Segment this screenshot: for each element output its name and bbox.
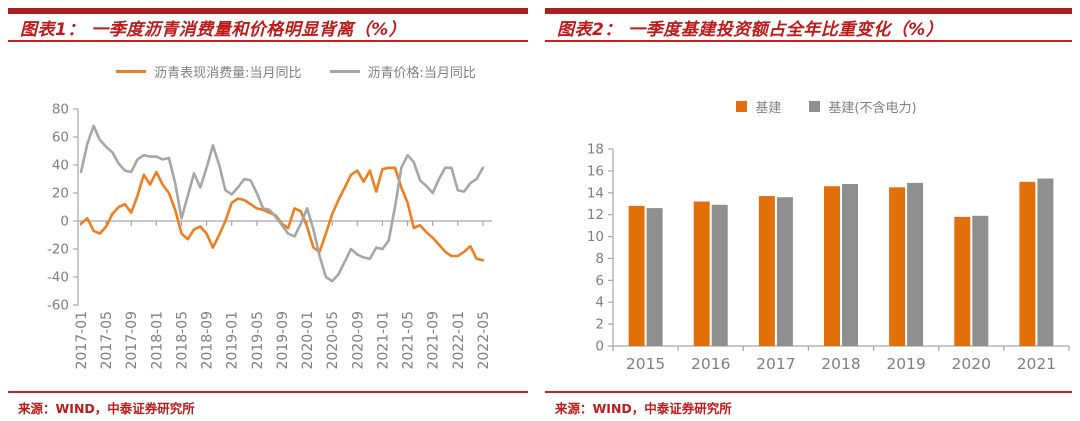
svg-text:2018-09: 2018-09 [200,311,216,370]
svg-text:2017: 2017 [756,355,795,373]
bar-2018-jijian-ex-power [842,184,858,346]
svg-text:6: 6 [595,273,604,289]
svg-text:18: 18 [587,142,604,158]
svg-text:2016: 2016 [691,355,730,373]
figure1-source-rule [8,391,528,393]
svg-text:2020-01: 2020-01 [300,311,316,370]
figure2-title: 图表2： 一季度基建投资额占全年比重变化（%） [557,20,944,40]
panel-figure-1: 图表1： 一季度沥青消费量和价格明显背离（%） 沥青表现消费量:当月同比 沥青价… [8,0,528,421]
legend-item-infrastructure-ex-power: 基建(不含电力) [809,97,917,116]
svg-text:2018: 2018 [821,355,860,373]
figure2-title-underline [545,40,1072,42]
legend-label-infrastructure-ex-power: 基建(不含电力) [828,101,917,116]
svg-text:2: 2 [595,317,604,333]
y-axis-labels: 80 60 40 20 0 -20 -40 -60 [47,102,69,314]
figure1-source: 来源：WIND，中泰证券研究所 [18,401,195,416]
y-axis [73,108,79,306]
figure1-title-underline [8,40,528,42]
svg-text:2019-01: 2019-01 [225,311,241,370]
bar-series-0 [628,181,1036,346]
bar-2015-jijian [628,205,645,346]
legend-item-consumption: 沥青表现消费量:当月同比 [116,62,302,81]
svg-text:2021-01: 2021-01 [375,311,391,370]
figure1-title: 图表1： 一季度沥青消费量和价格明显背离（%） [20,20,407,40]
figure2-source: 来源：WIND，中泰证券研究所 [555,401,732,416]
figure2-legend: 基建 基建(不含电力) [563,97,1080,116]
infrastructure-ex-power-square-swatch [809,101,821,112]
svg-text:80: 80 [52,102,69,118]
line-series-1 [79,124,485,283]
svg-text:2017-01: 2017-01 [74,311,90,370]
bar-2021-jijian-ex-power [1037,178,1054,346]
zero-axis [78,220,492,226]
legend-item-price: 沥青价格:当月同比 [329,62,476,81]
svg-text:2020: 2020 [952,355,991,373]
bar-2015-jijian-ex-power [646,208,663,346]
bar-2018-jijian [824,186,840,346]
svg-text:2017-05: 2017-05 [99,311,115,370]
svg-text:14: 14 [587,185,604,201]
bar-2019-jijian [889,187,906,346]
figure1-top-rule [8,8,528,14]
svg-text:2019-09: 2019-09 [275,311,291,370]
svg-text:2020-05: 2020-05 [325,311,341,370]
svg-text:2019: 2019 [886,355,925,373]
bar-2016-jijian [693,201,710,346]
x-axis-labels: 2017-01 2017-05 2017-09 2018-01 2018-05 2018-… [74,311,492,370]
svg-text:2019-05: 2019-05 [250,311,266,370]
panel-figure-2: 图表2： 一季度基建投资额占全年比重变化（%） 基建 基建(不含电力) 18 16… [545,0,1072,421]
price-line-swatch [329,70,360,73]
svg-text:0: 0 [595,339,604,355]
svg-text:16: 16 [587,163,604,179]
svg-text:2021-05: 2021-05 [401,311,417,370]
infrastructure-square-swatch [736,101,748,112]
svg-text:40: 40 [52,158,69,174]
svg-text:10: 10 [587,229,604,245]
x-axis [612,345,1070,351]
figure1-legend: 沥青表现消费量:当月同比 沥青价格:当月同比 [36,62,556,81]
y-axis [608,148,614,347]
svg-text:60: 60 [52,130,69,146]
svg-text:2020-09: 2020-09 [350,311,366,370]
legend-label-infrastructure: 基建 [755,101,782,116]
bar-2019-jijian-ex-power [907,182,924,346]
bar-2017-jijian [758,196,775,346]
svg-text:4: 4 [595,295,604,311]
svg-text:-40: -40 [47,270,69,286]
svg-text:2018-05: 2018-05 [174,311,190,370]
legend-label-consumption: 沥青表现消费量:当月同比 [154,66,302,81]
svg-text:2022-01: 2022-01 [451,311,467,370]
svg-text:2018-01: 2018-01 [149,311,165,370]
legend-label-price: 沥青价格:当月同比 [367,66,476,81]
svg-text:2017-09: 2017-09 [124,311,140,370]
svg-text:2021: 2021 [1017,355,1056,373]
bar-2020-jijian [954,216,971,346]
svg-text:-60: -60 [47,298,69,314]
category-labels: 2015 2016 2017 2018 2019 2020 2021 [626,355,1056,373]
svg-text:-20: -20 [47,242,69,258]
svg-text:2021-09: 2021-09 [426,311,442,370]
svg-text:0: 0 [60,214,69,230]
svg-text:2022-05: 2022-05 [476,311,492,370]
svg-text:12: 12 [587,207,604,223]
consumption-line-swatch [116,70,147,73]
bar-2021-jijian [1019,181,1036,346]
svg-text:2015: 2015 [626,355,665,373]
bar-2016-jijian-ex-power [711,204,728,346]
legend-item-infrastructure: 基建 [736,97,781,116]
figure2-top-rule [545,8,1072,14]
y-axis-labels: 18 16 14 12 10 8 6 4 2 0 [587,142,604,355]
svg-text:8: 8 [595,251,604,267]
figure2-source-rule [545,391,1072,393]
bar-series-1 [646,178,1054,346]
bar-2020-jijian-ex-power [972,215,989,346]
bar-2017-jijian-ex-power [776,197,793,346]
svg-text:20: 20 [52,186,69,202]
